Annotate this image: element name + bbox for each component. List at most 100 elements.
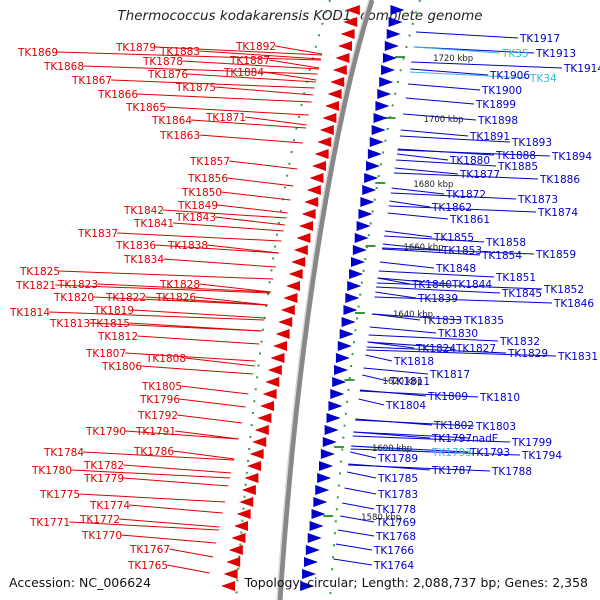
left-gene-label[interactable]: TK1791 xyxy=(135,426,176,438)
left-gene-label[interactable]: TK1807 xyxy=(85,348,126,360)
right-gene-label[interactable]: TK1861 xyxy=(449,214,490,226)
left-gene-label[interactable]: TK1823 xyxy=(57,279,98,291)
right-gene-label[interactable]: TK1783 xyxy=(377,489,418,501)
left-gene-label[interactable]: TK1884 xyxy=(223,67,264,79)
right-gene-label[interactable]: TK1803 xyxy=(475,421,516,433)
left-gene-label[interactable]: TK1857 xyxy=(189,156,230,168)
left-gene-label[interactable]: TK1863 xyxy=(159,130,200,142)
left-gene-label[interactable]: TK1771 xyxy=(29,517,70,529)
right-gene-label[interactable]: nadE xyxy=(472,433,498,445)
left-gene-label[interactable]: TK1878 xyxy=(142,56,183,68)
right-gene-label[interactable]: TK1799 xyxy=(511,437,552,449)
left-gene-label[interactable]: TK1842 xyxy=(123,205,164,217)
right-gene-label[interactable]: TK1853 xyxy=(441,245,482,257)
left-gene-label[interactable]: TK1796 xyxy=(139,394,180,406)
right-gene-label[interactable]: TK1877 xyxy=(459,169,500,181)
left-gene-label[interactable]: TK1825 xyxy=(19,266,60,278)
right-gene-label[interactable]: TK1839 xyxy=(417,293,458,305)
left-gene-label[interactable]: TK1826 xyxy=(155,292,196,304)
left-gene-label[interactable]: TK1822 xyxy=(105,292,146,304)
right-gene-label[interactable]: TK1804 xyxy=(385,400,426,412)
left-gene-label[interactable]: TK1865 xyxy=(125,102,166,114)
left-gene-label[interactable]: TK1806 xyxy=(101,361,142,373)
left-gene-label[interactable]: TK1774 xyxy=(89,500,130,512)
right-gene-label[interactable]: TK1873 xyxy=(517,194,558,206)
right-gene-label[interactable]: TK1891 xyxy=(469,131,510,143)
left-gene-label[interactable]: TK1841 xyxy=(133,218,174,230)
left-gene-label[interactable]: TK1765 xyxy=(127,560,168,572)
right-gene-label[interactable]: TK1769 xyxy=(375,517,416,529)
right-gene-label[interactable]: TK1855 xyxy=(433,232,474,244)
right-gene-label[interactable]: TK1824 xyxy=(415,343,456,355)
left-gene-label[interactable]: TK1887 xyxy=(229,55,270,67)
right-gene-label[interactable]: TK1793 xyxy=(431,447,472,459)
right-gene-label[interactable]: TK1787 xyxy=(431,465,472,477)
right-gene-label[interactable]: TK1827 xyxy=(455,343,496,355)
left-gene-label[interactable]: TK1836 xyxy=(115,240,156,252)
right-gene-label[interactable]: TK35 xyxy=(501,48,529,60)
right-gene-label[interactable]: TK1858 xyxy=(485,237,526,249)
right-gene-label[interactable]: TK1859 xyxy=(535,249,576,261)
left-gene-label[interactable]: TK1875 xyxy=(175,82,216,94)
left-gene-label[interactable]: TK1879 xyxy=(115,42,156,54)
right-gene-label[interactable]: TK1906 xyxy=(489,70,530,82)
right-gene-label[interactable]: TK1797 xyxy=(431,433,472,445)
right-gene-label[interactable]: TK1817 xyxy=(429,369,470,381)
right-gene-label[interactable]: TK1835 xyxy=(463,315,504,327)
right-gene-label[interactable]: TK1893 xyxy=(511,137,552,149)
right-gene-label[interactable]: TK1914 xyxy=(563,63,600,75)
right-gene-label[interactable]: TK1789 xyxy=(377,453,418,465)
left-gene-label[interactable]: TK1814 xyxy=(9,307,50,319)
left-gene-label[interactable]: TK1820 xyxy=(53,292,94,304)
right-gene-label[interactable]: TK1872 xyxy=(445,189,486,201)
right-gene-label[interactable]: TK1917 xyxy=(519,33,560,45)
right-gene-label[interactable]: TK1898 xyxy=(477,115,518,127)
left-gene-label[interactable]: TK1869 xyxy=(17,47,58,59)
right-gene-label[interactable]: TK1766 xyxy=(373,545,414,557)
right-gene-label[interactable]: TK1810 xyxy=(479,392,520,404)
right-gene-label[interactable]: TK1852 xyxy=(543,284,584,296)
right-gene-label[interactable]: TK1768 xyxy=(375,531,416,543)
left-gene-label[interactable]: TK1808 xyxy=(145,353,186,365)
left-gene-label[interactable]: TK1790 xyxy=(85,426,126,438)
right-gene-label[interactable]: TK1833 xyxy=(421,315,462,327)
left-gene-label[interactable]: TK1843 xyxy=(175,212,216,224)
right-gene-label[interactable]: TK1888 xyxy=(495,150,536,162)
right-gene-label[interactable]: TK1832 xyxy=(499,336,540,348)
right-gene-label[interactable]: TK1778 xyxy=(375,504,416,516)
left-gene-label[interactable]: TK1868 xyxy=(43,61,84,73)
right-gene-label[interactable]: TK1802 xyxy=(433,420,474,432)
right-gene-label[interactable]: TK1830 xyxy=(437,328,478,340)
left-gene-label[interactable]: TK1775 xyxy=(39,489,80,501)
left-gene-label[interactable]: TK1856 xyxy=(187,173,228,185)
right-gene-label[interactable]: TK1794 xyxy=(521,450,562,462)
left-gene-label[interactable]: TK1837 xyxy=(77,228,118,240)
left-gene-label[interactable]: TK1770 xyxy=(81,530,122,542)
left-gene-label[interactable]: TK1784 xyxy=(43,447,84,459)
right-gene-label[interactable]: TK1880 xyxy=(449,155,490,167)
left-gene-label[interactable]: TK1786 xyxy=(133,446,174,458)
right-gene-label[interactable]: TK1829 xyxy=(507,348,548,360)
right-gene-label[interactable]: TK1844 xyxy=(451,279,492,291)
right-gene-label[interactable]: TK1885 xyxy=(497,161,538,173)
left-gene-label[interactable]: TK1871 xyxy=(205,112,246,124)
left-gene-label[interactable]: TK1782 xyxy=(83,460,124,472)
left-gene-label[interactable]: TK1866 xyxy=(97,89,138,101)
right-gene-label[interactable]: TK1894 xyxy=(551,151,592,163)
right-gene-label[interactable]: TK1846 xyxy=(553,298,594,310)
left-gene-label[interactable]: TK1892 xyxy=(235,41,276,53)
left-gene-label[interactable]: TK1805 xyxy=(141,381,182,393)
right-gene-label[interactable]: TK1848 xyxy=(435,263,476,275)
left-gene-label[interactable]: TK1834 xyxy=(123,254,164,266)
right-gene-label[interactable]: TK1845 xyxy=(501,288,542,300)
left-gene-label[interactable]: TK1812 xyxy=(97,331,138,343)
right-gene-label[interactable]: TK1785 xyxy=(377,473,418,485)
right-gene-label[interactable]: TK1788 xyxy=(491,466,532,478)
left-gene-label[interactable]: TK1828 xyxy=(159,279,200,291)
left-gene-label[interactable]: TK1883 xyxy=(159,46,200,58)
left-gene-label[interactable]: TK1849 xyxy=(177,200,218,212)
right-gene-label[interactable]: TK1900 xyxy=(481,85,522,97)
right-gene-label[interactable]: TK1809 xyxy=(427,391,468,403)
left-gene-label[interactable]: TK1815 xyxy=(89,318,130,330)
left-gene-label[interactable]: TK1838 xyxy=(167,240,208,252)
